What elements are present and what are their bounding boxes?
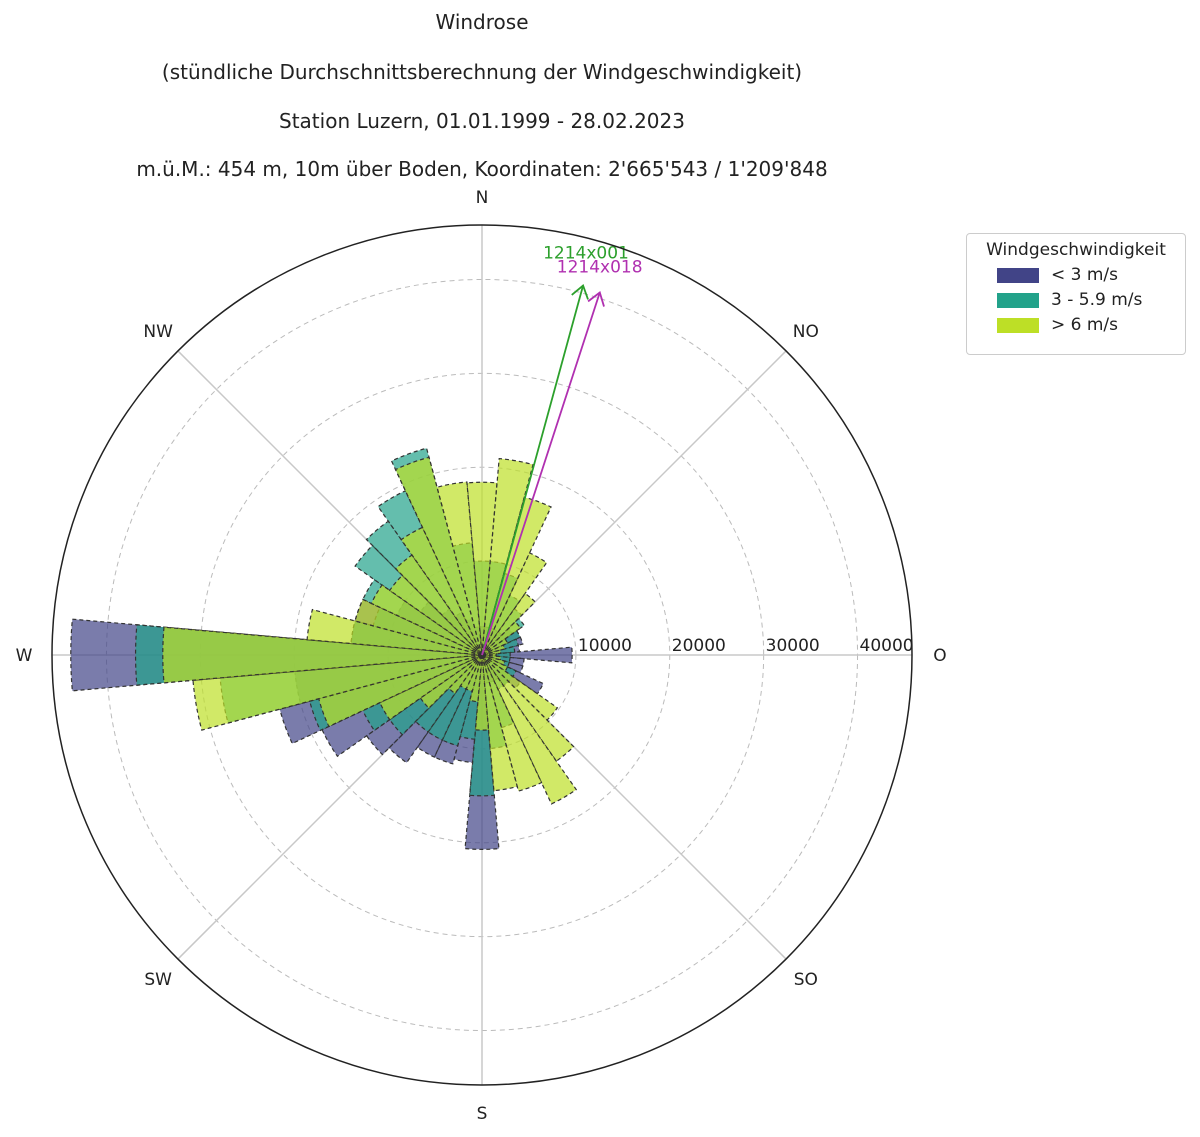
wind-bar: [388, 574, 483, 656]
radial-tick-label: 10000: [578, 636, 632, 656]
legend-item: < 3 m/s: [997, 265, 1185, 285]
legend-swatch: [997, 292, 1039, 308]
arrow-head: [571, 284, 589, 300]
legend-item: > 6 m/s: [997, 315, 1185, 335]
wind-bar: [419, 654, 483, 709]
compass-label: NO: [793, 322, 819, 342]
wind-bar: [481, 654, 578, 805]
wind-bar: [370, 584, 483, 656]
chart-title: Windrose: [435, 10, 529, 34]
legend-swatch: [997, 267, 1039, 283]
arrow-line: [481, 292, 601, 656]
compass-label: O: [933, 646, 946, 666]
compass-label: SW: [144, 970, 172, 990]
wind-bar: [436, 481, 483, 656]
radial-tick-label: 30000: [766, 636, 820, 656]
wind-bar: [466, 481, 498, 656]
legend-label: 3 - 5.9 m/s: [1051, 290, 1143, 310]
wind-bar: [481, 552, 548, 656]
wind-bar: [379, 654, 483, 721]
wind-bar: [481, 592, 536, 656]
chart-subtitle: (stündliche Durchschnittsberechnung der …: [161, 60, 803, 84]
wind-bar: [394, 456, 483, 656]
arrow-head: [587, 290, 605, 307]
wind-bar: [447, 654, 483, 695]
compass-label: NW: [143, 322, 173, 342]
wind-bar: [481, 649, 502, 656]
wind-bar: [192, 654, 483, 731]
wind-bar: [354, 598, 483, 656]
outer-circle: [51, 224, 913, 1086]
legend-title: Windgeschwindigkeit: [986, 240, 1166, 260]
radial-tick-label: 40000: [860, 636, 914, 656]
wind-bar: [481, 654, 506, 666]
chart-station: Station Luzern, 01.01.1999 - 28.02.2023: [279, 109, 685, 133]
legend-swatch: [997, 317, 1039, 333]
wind-bar: [481, 654, 543, 792]
wind-bar: [474, 654, 490, 731]
chart-coordinates: m.ü.M.: 454 m, 10m über Boden, Koordinat…: [136, 157, 828, 181]
wind-bar: [162, 626, 483, 684]
wind-bar: [481, 646, 573, 664]
wind-bar: [481, 644, 506, 656]
arrow-label: 1214x001: [543, 244, 629, 264]
legend: Windgeschwindigkeit < 3 m/s 3 - 5.9 m/s …: [966, 233, 1186, 355]
wind-bar: [481, 638, 509, 656]
wind-bar: [481, 654, 575, 762]
arrow-line: [481, 285, 584, 656]
arrow-label: 1214x018: [557, 257, 643, 277]
compass-label: W: [16, 646, 33, 666]
legend-label: < 3 m/s: [1051, 265, 1119, 285]
compass-label: N: [476, 188, 489, 208]
radial-tick-label: 20000: [672, 636, 726, 656]
wind-bar: [481, 620, 522, 656]
wind-bar: [400, 526, 483, 656]
legend-item: 3 - 5.9 m/s: [997, 290, 1185, 310]
compass-label: S: [477, 1104, 488, 1124]
legend-label: > 6 m/s: [1051, 315, 1119, 335]
wind-bar: [481, 654, 518, 792]
compass-label: SO: [794, 970, 818, 990]
